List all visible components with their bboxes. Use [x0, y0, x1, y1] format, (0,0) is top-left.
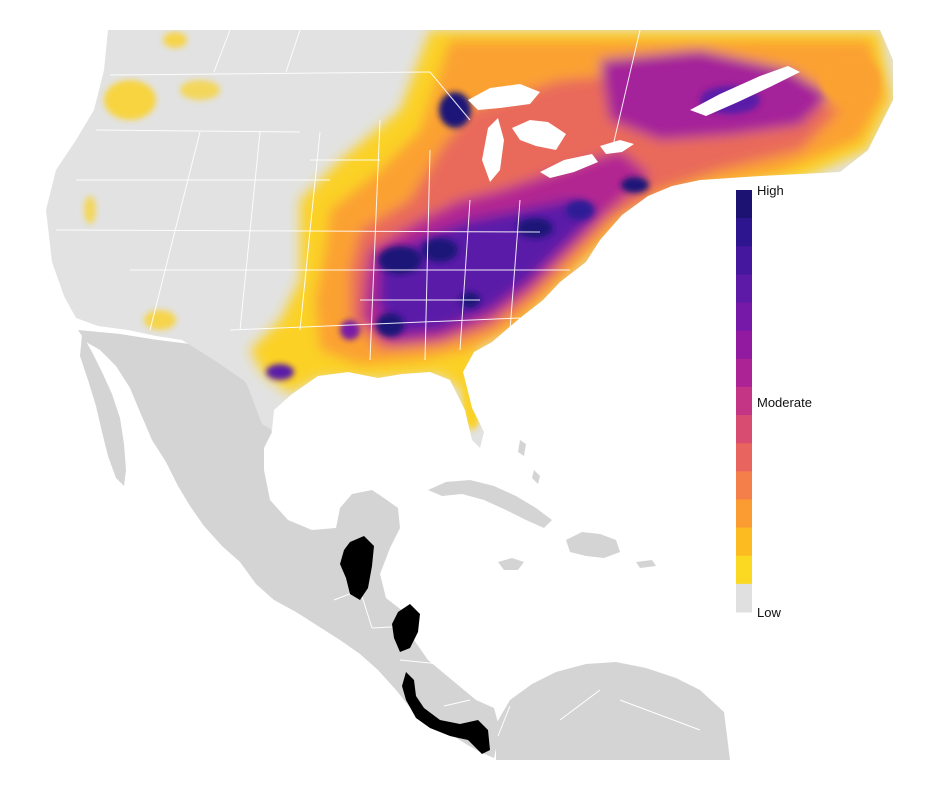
legend-swatch: [736, 246, 752, 275]
legend-swatch: [736, 471, 752, 500]
legend-swatch: [736, 274, 752, 304]
legend-swatch: [736, 583, 752, 613]
legend-swatch: [736, 358, 752, 388]
abundance-heatmap: [84, 30, 893, 430]
legend-color-bar: [736, 190, 752, 613]
legend-swatch: [736, 555, 752, 585]
great-lakes: [468, 66, 800, 182]
bahamas-islands: [518, 440, 540, 484]
legend-swatch: [736, 527, 752, 557]
south-america-landmass: [496, 662, 730, 760]
legend-moderate-label: Moderate: [757, 395, 812, 410]
baja-california-peninsula: [80, 334, 126, 486]
legend-swatch: [736, 386, 752, 416]
political-boundaries: [55, 29, 641, 361]
legend-swatch: [736, 330, 752, 360]
legend-swatch: [736, 218, 752, 247]
puerto-rico-island: [636, 560, 656, 568]
legend-low-label: Low: [757, 605, 781, 620]
legend-swatch: [736, 443, 752, 472]
legend-swatch: [736, 190, 752, 219]
legend-swatch: [736, 415, 752, 444]
mexico-central-america-landmass: [78, 330, 500, 758]
hispaniola-island: [566, 532, 620, 558]
legend-swatch: [736, 499, 752, 529]
jamaica-island: [498, 558, 524, 570]
wintering-range: [340, 536, 490, 754]
legend-swatch: [736, 302, 752, 332]
legend-high-label: High: [757, 183, 784, 198]
cuba-island: [428, 480, 552, 528]
